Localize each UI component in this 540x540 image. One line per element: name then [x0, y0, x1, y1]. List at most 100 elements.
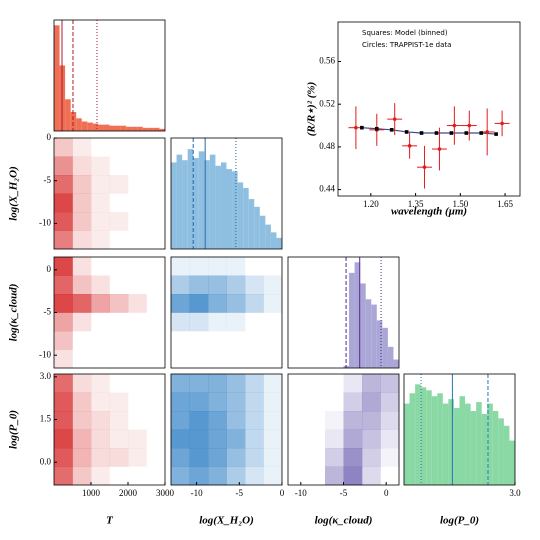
density-cell — [171, 429, 190, 449]
density-cell — [72, 212, 92, 231]
density-cell — [147, 175, 166, 194]
density-cell — [343, 374, 363, 393]
density-cell — [54, 193, 73, 213]
density-cell — [110, 331, 129, 350]
density-cell — [245, 275, 264, 295]
hist-bar — [276, 237, 282, 249]
hist-bar — [232, 171, 238, 249]
density-cell — [91, 374, 110, 393]
density-cell — [189, 392, 209, 412]
density-cell — [307, 430, 326, 449]
density-cell — [307, 448, 326, 467]
hist-bar — [404, 403, 410, 485]
hist-bar — [476, 402, 482, 485]
model-square — [404, 130, 409, 134]
density-cell — [72, 257, 92, 276]
y-tick-label: 0 — [47, 132, 52, 142]
density-cell — [147, 194, 166, 213]
density-cell — [109, 411, 129, 430]
density-cell — [54, 349, 73, 369]
density-cell — [189, 411, 209, 430]
density-cell — [54, 411, 73, 430]
density-cell — [263, 448, 283, 467]
hist-bar — [171, 162, 177, 249]
density-cell — [263, 466, 283, 486]
density-cell — [226, 466, 246, 486]
density-cell — [189, 275, 209, 295]
density-cell — [264, 331, 283, 350]
density-cell — [307, 467, 326, 486]
hist-bar — [426, 390, 432, 485]
density-cell — [91, 193, 110, 213]
density-cell — [208, 331, 227, 350]
density-cell — [72, 294, 92, 313]
density-cell — [264, 313, 283, 332]
density-cell — [128, 212, 147, 231]
density-cell — [72, 411, 92, 430]
density-cell — [226, 374, 246, 393]
hist-bar — [226, 169, 233, 249]
density-cell — [245, 331, 264, 350]
model-square — [360, 125, 364, 130]
density-cell — [110, 138, 129, 157]
density-cell — [227, 350, 246, 369]
data-point — [354, 125, 358, 130]
density-cell — [54, 175, 73, 194]
density-cell — [245, 294, 264, 313]
density-cell — [72, 392, 92, 412]
density-cell — [380, 392, 400, 412]
density-cell — [380, 448, 400, 467]
hist-bar — [120, 125, 127, 131]
density-cell — [128, 467, 147, 486]
x-tick-label: 1.20 — [363, 199, 379, 209]
density-cell — [171, 331, 190, 350]
density-cell — [72, 138, 92, 157]
density-cell — [109, 212, 129, 231]
density-cell — [208, 294, 227, 313]
hist-bar — [365, 299, 372, 368]
density-cell — [208, 312, 227, 332]
density-cell — [110, 231, 129, 250]
density-cell — [54, 429, 73, 449]
density-cell — [325, 429, 344, 449]
hist-bar — [159, 128, 165, 131]
density-cell — [72, 466, 92, 486]
hist-bar — [176, 154, 183, 249]
y-tick-label: 1.5 — [40, 414, 52, 424]
hist-bar — [492, 411, 499, 485]
density-cell — [189, 374, 209, 393]
density-cell — [110, 157, 129, 176]
hist-bar — [198, 151, 205, 249]
panel-frame — [287, 256, 400, 369]
hist-bar — [509, 440, 515, 485]
density-cell — [109, 175, 129, 194]
density-cell — [72, 193, 92, 213]
density-cell — [91, 230, 110, 250]
density-cell — [226, 392, 246, 412]
density-cell — [307, 374, 326, 393]
density-cell — [128, 429, 147, 449]
density-cell — [147, 393, 166, 412]
hist-bar — [409, 393, 416, 485]
hist-bar — [220, 162, 227, 249]
density-cell — [245, 374, 264, 393]
y-tick-label: 0.56 — [319, 56, 335, 66]
density-cell — [380, 374, 400, 393]
y-axis-label: log(P_0) — [8, 410, 20, 449]
density-cell — [91, 275, 110, 295]
density-cell — [343, 466, 363, 486]
hist-bar — [142, 127, 149, 131]
data-point — [422, 165, 427, 169]
data-point — [392, 117, 397, 121]
density-cell — [54, 212, 73, 231]
density-cell — [54, 230, 73, 250]
density-cell — [264, 257, 283, 276]
legend-entry: Circles: TRAPPIST-1e data — [362, 41, 451, 49]
density-cell — [128, 393, 147, 412]
density-cell — [54, 312, 73, 332]
density-cell — [147, 430, 166, 449]
hist-bar — [137, 126, 143, 131]
model-square — [494, 132, 498, 136]
x-tick-label: 1.65 — [497, 199, 513, 209]
